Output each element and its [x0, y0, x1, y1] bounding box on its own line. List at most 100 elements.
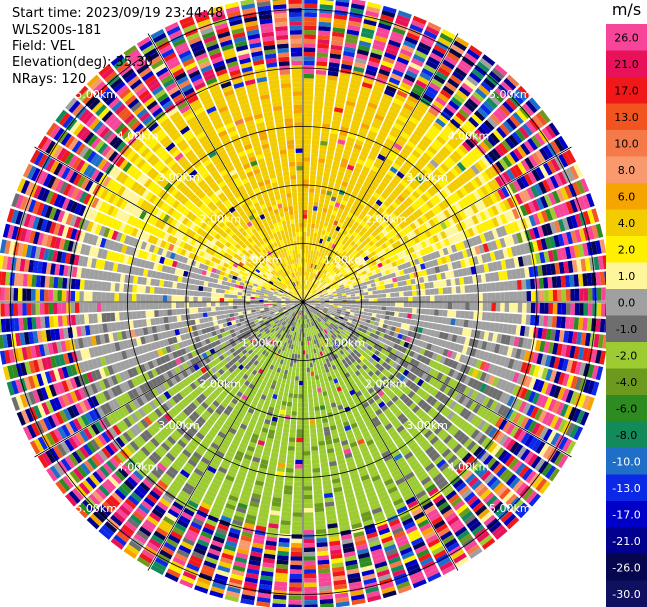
velocity-cell	[311, 454, 319, 460]
velocity-cell	[511, 460, 523, 473]
velocity-cell	[477, 434, 487, 445]
velocity-cell	[435, 476, 446, 486]
velocity-cell	[547, 192, 557, 206]
velocity-cell	[368, 56, 381, 64]
velocity-cell	[387, 278, 393, 284]
velocity-cell	[356, 261, 362, 266]
velocity-cell	[294, 380, 299, 386]
velocity-cell	[587, 364, 595, 379]
velocity-cell	[305, 305, 309, 310]
velocity-cell	[440, 324, 446, 332]
velocity-cell	[297, 415, 303, 421]
velocity-cell	[333, 14, 348, 21]
velocity-cell	[454, 242, 462, 252]
velocity-cell	[402, 396, 411, 404]
velocity-cell	[291, 353, 295, 359]
velocity-cell	[534, 132, 546, 146]
velocity-cell	[293, 358, 297, 364]
velocity-cell	[351, 268, 357, 274]
velocity-cell	[472, 190, 482, 201]
velocity-cell	[456, 405, 465, 415]
velocity-cell	[290, 564, 302, 570]
velocity-cell	[419, 276, 425, 283]
velocity-cell	[443, 332, 449, 340]
velocity-cell	[408, 193, 417, 202]
velocity-cell	[497, 84, 510, 97]
velocity-cell	[461, 141, 472, 152]
velocity-cell	[276, 559, 289, 565]
velocity-cell	[599, 239, 607, 254]
velocity-cell	[470, 164, 480, 175]
velocity-cell	[484, 168, 494, 180]
velocity-cell	[335, 329, 341, 335]
velocity-cell	[486, 241, 494, 252]
velocity-cell	[438, 302, 444, 309]
velocity-cell	[539, 147, 550, 161]
velocity-cell	[421, 296, 426, 302]
velocity-cell	[434, 330, 441, 338]
velocity-cell	[340, 185, 347, 192]
velocity-cell	[497, 507, 510, 520]
velocity-cell	[446, 246, 453, 254]
velocity-cell	[380, 126, 390, 134]
velocity-cell	[389, 311, 395, 316]
velocity-cell	[364, 162, 373, 169]
velocity-cell	[443, 421, 453, 431]
velocity-cell	[295, 446, 303, 452]
velocity-cell	[384, 118, 394, 126]
velocity-cell	[493, 190, 502, 202]
velocity-cell	[319, 193, 326, 199]
velocity-cell	[304, 12, 317, 18]
velocity-cell	[592, 303, 597, 317]
velocity-cell	[524, 434, 535, 447]
velocity-cell	[371, 244, 378, 251]
velocity-cell	[303, 354, 306, 359]
velocity-cell	[355, 305, 360, 308]
velocity-cell	[381, 145, 391, 154]
velocity-cell	[352, 231, 358, 237]
velocity-cell	[497, 404, 506, 416]
velocity-cell	[384, 240, 392, 247]
velocity-cell	[319, 307, 324, 310]
velocity-cell	[316, 533, 327, 539]
velocity-cell	[319, 220, 325, 226]
velocity-cell	[322, 248, 326, 254]
velocity-cell	[356, 358, 362, 364]
velocity-cell	[416, 242, 423, 250]
velocity-cell	[366, 64, 378, 73]
velocity-cell	[296, 433, 303, 438]
velocity-cell	[324, 284, 329, 288]
velocity-cell	[476, 340, 484, 349]
velocity-cell	[322, 288, 327, 292]
velocity-cell	[449, 325, 455, 334]
velocity-cell	[303, 130, 312, 136]
velocity-cell	[309, 258, 312, 264]
velocity-cell	[361, 370, 368, 377]
velocity-cell	[465, 302, 470, 311]
velocity-cell	[386, 325, 392, 331]
velocity-cell	[280, 445, 288, 451]
velocity-cell	[329, 57, 341, 64]
velocity-cell	[337, 304, 343, 306]
velocity-cell	[377, 224, 385, 232]
velocity-cell	[381, 361, 388, 368]
velocity-cell	[377, 153, 386, 162]
velocity-cell	[522, 291, 527, 302]
velocity-cell	[471, 113, 483, 125]
velocity-cell	[318, 21, 332, 27]
velocity-cell	[485, 195, 495, 206]
velocity-cell	[304, 582, 317, 588]
velocity-cell	[329, 258, 334, 263]
velocity-cell	[380, 348, 387, 355]
velocity-cell	[390, 292, 395, 298]
velocity-cell	[527, 453, 538, 467]
velocity-cell	[512, 180, 522, 192]
velocity-cell	[348, 198, 355, 205]
velocity-cell	[512, 221, 520, 232]
velocity-cell	[479, 141, 490, 153]
velocity-cell	[470, 204, 479, 214]
velocity-cell	[552, 249, 559, 262]
velocity-cell	[309, 362, 313, 368]
velocity-cell	[474, 110, 486, 122]
velocity-cell	[330, 322, 335, 327]
